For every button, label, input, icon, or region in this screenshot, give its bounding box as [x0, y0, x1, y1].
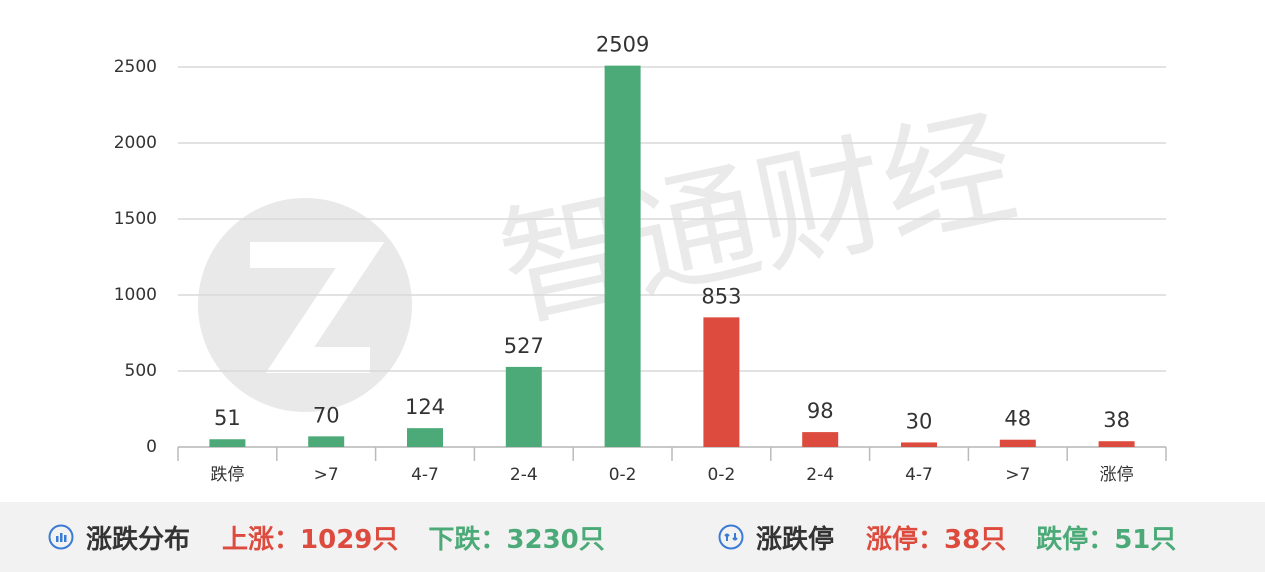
footer-left: 涨跌分布 上涨：1029只 下跌：3230只 — [48, 502, 635, 572]
value-label: 2509 — [596, 33, 649, 57]
y-tick-label: 2000 — [114, 133, 157, 153]
value-label: 38 — [1103, 408, 1130, 432]
x-tick-label: 2-4 — [510, 465, 538, 485]
y-tick-label: 1000 — [114, 285, 157, 305]
value-label: 527 — [504, 334, 544, 358]
stat-limit-down: 跌停：51只 — [1036, 524, 1177, 555]
y-tick-label: 500 — [125, 361, 157, 381]
value-label: 48 — [1004, 407, 1031, 431]
x-tick-label: 跌停 — [210, 465, 244, 485]
footer-title: 涨跌停 — [756, 524, 835, 555]
footer-right: 涨跌停 涨停：38只 跌停：51只 — [718, 502, 1206, 572]
bar — [901, 442, 937, 447]
bar — [209, 439, 246, 447]
value-label: 51 — [214, 406, 241, 430]
y-tick-label: 0 — [146, 437, 157, 457]
x-tick-label: 涨停 — [1100, 465, 1134, 485]
x-tick-label: 2-4 — [806, 465, 834, 485]
y-tick-label: 2500 — [114, 57, 157, 77]
bar — [703, 317, 740, 447]
value-label: 30 — [906, 409, 933, 433]
value-label: 853 — [701, 284, 741, 308]
bar — [802, 432, 839, 447]
bar — [407, 428, 443, 447]
value-label: 70 — [313, 403, 340, 427]
stat-down: 下跌：3230只 — [428, 524, 605, 555]
bar — [308, 436, 345, 447]
icon-bar — [48, 524, 74, 550]
footer-title: 涨跌分布 — [86, 524, 191, 555]
icon-limit — [718, 524, 744, 550]
y-tick-label: 1500 — [114, 209, 157, 229]
bar — [505, 366, 542, 447]
stat-limit-up: 涨停：38只 — [866, 524, 1007, 555]
bar — [1098, 441, 1135, 447]
x-tick-label: 4-7 — [411, 465, 439, 485]
x-tick-label: 0-2 — [708, 465, 736, 485]
stat-up: 上涨：1029只 — [222, 524, 399, 555]
bar — [604, 65, 641, 447]
chart: 智通财经 05001000150020002500跌停51>7704-71242… — [114, 33, 1167, 485]
value-label: 124 — [405, 395, 445, 419]
value-label: 98 — [807, 399, 834, 423]
bar — [999, 439, 1036, 447]
footer: 涨跌分布 上涨：1029只 下跌：3230只 涨跌停 涨停：38只 跌停：51只 — [0, 502, 1265, 572]
x-tick-label: >7 — [314, 465, 339, 485]
watermark-logo — [198, 198, 412, 412]
x-tick-label: 4-7 — [905, 465, 933, 485]
x-tick-label: 0-2 — [609, 465, 637, 485]
x-tick-label: >7 — [1005, 465, 1030, 485]
